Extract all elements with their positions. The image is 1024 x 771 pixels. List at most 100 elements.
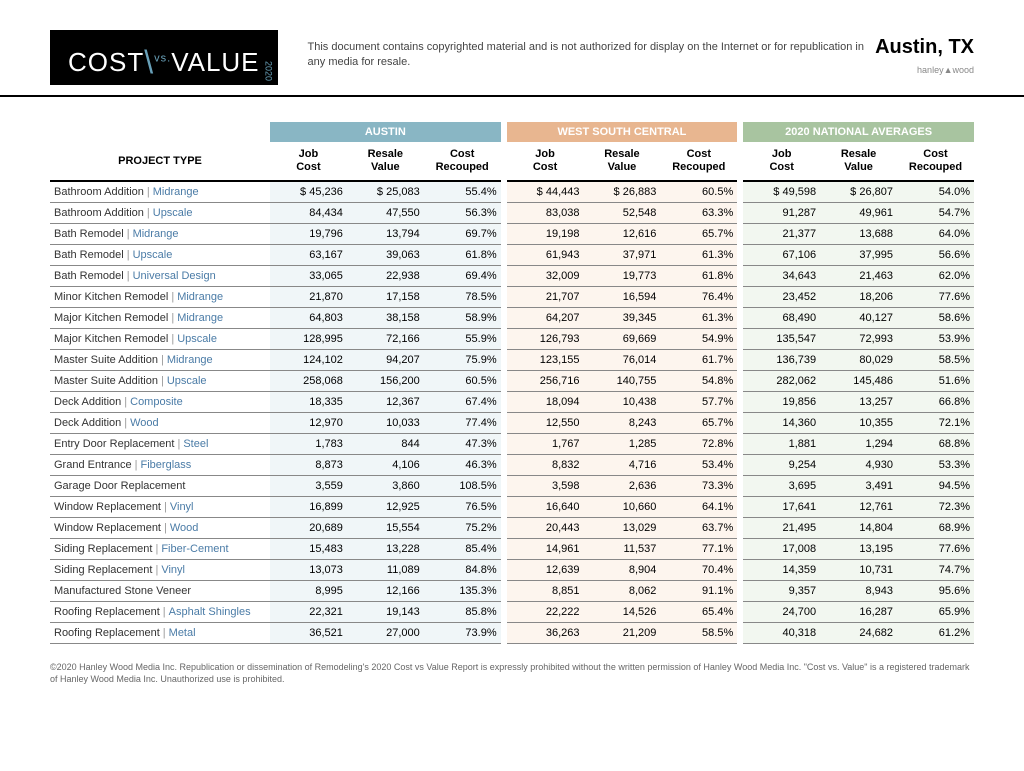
value-cell: 11,089	[347, 560, 424, 581]
value-cell: 74.7%	[897, 560, 974, 581]
project-tier: Upscale	[153, 207, 193, 219]
value-cell: 9,254	[743, 455, 820, 476]
value-cell: 1,767	[507, 434, 584, 455]
column-header-row: PROJECT TYPE JobCost ResaleValue CostRec…	[50, 142, 974, 181]
project-tier: Steel	[183, 438, 208, 450]
value-cell: 65.7%	[660, 224, 737, 245]
value-cell: 844	[347, 434, 424, 455]
value-cell: 91,287	[743, 203, 820, 224]
value-cell: 73.3%	[660, 476, 737, 497]
project-name: Bath Remodel	[54, 228, 124, 240]
project-cell: Deck Addition|Wood	[50, 413, 270, 434]
col-nat-recoup: CostRecouped	[897, 142, 974, 181]
blank-header	[50, 122, 270, 142]
value-cell: 68.8%	[897, 434, 974, 455]
value-cell: 4,716	[584, 455, 661, 476]
value-cell: 124,102	[270, 350, 347, 371]
project-name: Master Suite Addition	[54, 375, 158, 387]
value-cell: 24,682	[820, 623, 897, 644]
value-cell: 72,993	[820, 329, 897, 350]
value-cell: 13,029	[584, 518, 661, 539]
value-cell: 13,195	[820, 539, 897, 560]
table-body: Bathroom Addition|Midrange$ 45,236$ 25,0…	[50, 181, 974, 644]
col-austin-resale: ResaleValue	[347, 142, 424, 181]
logo-vs: vs.	[154, 52, 171, 64]
value-cell: 94.5%	[897, 476, 974, 497]
table-row: Manufactured Stone Veneer8,99512,166135.…	[50, 581, 974, 602]
project-name: Roofing Replacement	[54, 606, 160, 618]
value-cell: 64.1%	[660, 497, 737, 518]
project-cell: Siding Replacement|Vinyl	[50, 560, 270, 581]
project-tier: Wood	[170, 522, 199, 534]
project-name: Window Replacement	[54, 501, 161, 513]
project-name: Siding Replacement	[54, 564, 152, 576]
value-cell: 62.0%	[897, 266, 974, 287]
value-cell: 4,930	[820, 455, 897, 476]
value-cell: 14,961	[507, 539, 584, 560]
value-cell: 21,463	[820, 266, 897, 287]
project-tier: Midrange	[153, 186, 199, 198]
group-header-wsc: WEST SOUTH CENTRAL	[507, 122, 738, 142]
value-cell: 77.4%	[424, 413, 501, 434]
value-cell: 77.1%	[660, 539, 737, 560]
value-cell: 123,155	[507, 350, 584, 371]
value-cell: 65.9%	[897, 602, 974, 623]
value-cell: 10,033	[347, 413, 424, 434]
value-cell: 85.8%	[424, 602, 501, 623]
value-cell: 85.4%	[424, 539, 501, 560]
value-cell: 46.3%	[424, 455, 501, 476]
col-wsc-jobcost: JobCost	[507, 142, 584, 181]
table-row: Bathroom Addition|Midrange$ 45,236$ 25,0…	[50, 181, 974, 203]
project-separator: |	[171, 291, 174, 303]
value-cell: 16,640	[507, 497, 584, 518]
table-row: Master Suite Addition|Midrange124,10294,…	[50, 350, 974, 371]
value-cell: 8,995	[270, 581, 347, 602]
value-cell: 77.6%	[897, 539, 974, 560]
project-separator: |	[124, 396, 127, 408]
project-tier: Wood	[130, 417, 159, 429]
value-cell: 58.6%	[897, 308, 974, 329]
value-cell: 8,873	[270, 455, 347, 476]
project-tier: Vinyl	[161, 564, 185, 576]
data-table-container: AUSTIN WEST SOUTH CENTRAL 2020 NATIONAL …	[0, 97, 1024, 644]
value-cell: 256,716	[507, 371, 584, 392]
project-cell: Manufactured Stone Veneer	[50, 581, 270, 602]
value-cell: $ 25,083	[347, 181, 424, 203]
project-tier: Upscale	[177, 333, 217, 345]
report-page: COST\vs.VALUE 2020 This document contain…	[0, 0, 1024, 686]
project-name: Deck Addition	[54, 417, 121, 429]
value-cell: 36,521	[270, 623, 347, 644]
value-cell: 258,068	[270, 371, 347, 392]
value-cell: 9,357	[743, 581, 820, 602]
value-cell: 8,832	[507, 455, 584, 476]
project-name: Master Suite Addition	[54, 354, 158, 366]
value-cell: 1,783	[270, 434, 347, 455]
value-cell: 12,367	[347, 392, 424, 413]
table-row: Roofing Replacement|Metal36,52127,00073.…	[50, 623, 974, 644]
project-cell: Siding Replacement|Fiber-Cement	[50, 539, 270, 560]
value-cell: 18,094	[507, 392, 584, 413]
value-cell: 20,443	[507, 518, 584, 539]
value-cell: 95.6%	[897, 581, 974, 602]
value-cell: 53.3%	[897, 455, 974, 476]
project-separator: |	[164, 522, 167, 534]
col-austin-jobcost: JobCost	[270, 142, 347, 181]
project-name: Roofing Replacement	[54, 627, 160, 639]
value-cell: 66.8%	[897, 392, 974, 413]
value-cell: 36,263	[507, 623, 584, 644]
value-cell: 12,616	[584, 224, 661, 245]
value-cell: 14,526	[584, 602, 661, 623]
value-cell: 70.4%	[660, 560, 737, 581]
table-row: Siding Replacement|Vinyl13,07311,08984.8…	[50, 560, 974, 581]
table-row: Master Suite Addition|Upscale258,068156,…	[50, 371, 974, 392]
project-cell: Garage Door Replacement	[50, 476, 270, 497]
project-tier: Asphalt Shingles	[169, 606, 251, 618]
value-cell: 64,207	[507, 308, 584, 329]
value-cell: 72.3%	[897, 497, 974, 518]
project-separator: |	[135, 459, 138, 471]
project-cell: Bath Remodel|Universal Design	[50, 266, 270, 287]
value-cell: 19,856	[743, 392, 820, 413]
value-cell: 51.6%	[897, 371, 974, 392]
project-separator: |	[147, 207, 150, 219]
value-cell: 27,000	[347, 623, 424, 644]
